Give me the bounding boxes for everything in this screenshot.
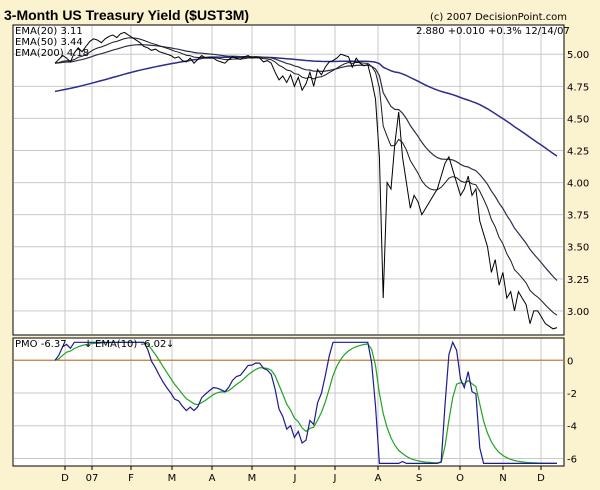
price-y-axis-ticks: 5.00 4.75 4.50 4.25 4.00 3.75 3.50 3.25 3.00 (567, 50, 589, 318)
price-y-tick-label: 4.00 (567, 179, 589, 190)
pmo-y-tick-label: -4 (567, 422, 577, 433)
pmo-y-tick-label: -6 (567, 454, 577, 465)
legend-pmo: PMO -6.37 (15, 339, 67, 350)
price-y-tick-label: 3.25 (567, 275, 589, 286)
pmo-y-tick-label: 0 (567, 356, 573, 367)
pmo-y-tick-label: -2 (567, 389, 577, 400)
legend-pmo-ema: EMA(10) -6.02 (95, 339, 166, 350)
price-y-tick-label: 3.50 (567, 243, 589, 254)
pmo-line (54, 340, 557, 464)
chart-title: 3-Month US Treasury Yield ($UST3M) (4, 7, 249, 23)
legend-ema200: EMA(200) 4.18 (15, 48, 89, 59)
x-tick-label: J (333, 473, 337, 484)
price-panel: EMA(20) 3.11 EMA(50) 3.44 EMA(200) 4.18 … (12, 24, 589, 336)
x-tick-label: S (416, 473, 422, 484)
ema20-line (54, 37, 558, 316)
price-line (54, 31, 558, 330)
x-tick-label: O (456, 473, 464, 484)
ema200-line (54, 56, 558, 157)
ema50-line (54, 43, 558, 281)
price-gridlines (14, 26, 563, 334)
x-tick-label: 07 (86, 473, 99, 484)
price-y-tick-label: 5.00 (567, 50, 589, 61)
x-tick-label: M (248, 473, 257, 484)
legend-pmo-arrow: ↓ (84, 339, 92, 350)
price-y-tick-label: 4.25 (567, 146, 589, 157)
x-tick-label: M (168, 473, 177, 484)
price-series-lines (54, 31, 558, 330)
legend-pmo-ema-arrow: ↓ (166, 339, 174, 350)
pmo-y-axis-ticks: 0 -2 -4 -6 (567, 356, 577, 465)
pmo-panel-frame (12, 337, 565, 467)
pmo-panel: PMO -6.37 ↓ EMA(10) -6.02 ↓ 0 -2 -4 -6 (12, 337, 577, 467)
x-tick-label: D (537, 473, 545, 484)
price-y-tick-label: 4.50 (567, 114, 589, 125)
legend-ema50: EMA(50) 3.44 (15, 37, 83, 48)
price-y-tick-label: 4.75 (567, 82, 589, 93)
price-y-tick-label: 3.75 (567, 211, 589, 222)
x-tick-label: J (293, 473, 297, 484)
x-axis-labels: D 07 F M A M J J A S O N D (61, 466, 545, 484)
x-tick-label: A (209, 473, 216, 484)
x-tick-label: F (128, 473, 134, 484)
copyright-text: (c) 2007 DecisionPoint.com (430, 12, 567, 23)
x-tick-label: D (61, 473, 69, 484)
price-y-tick-label: 3.00 (567, 307, 589, 318)
x-tick-label: A (375, 473, 382, 484)
price-quote: 2.880 +0.010 +0.3% 12/14/07 (416, 26, 570, 37)
price-panel-frame (12, 24, 565, 336)
pmo-series-lines (54, 340, 557, 464)
x-tick-label: N (499, 473, 506, 484)
legend-ema20: EMA(20) 3.11 (15, 26, 83, 37)
